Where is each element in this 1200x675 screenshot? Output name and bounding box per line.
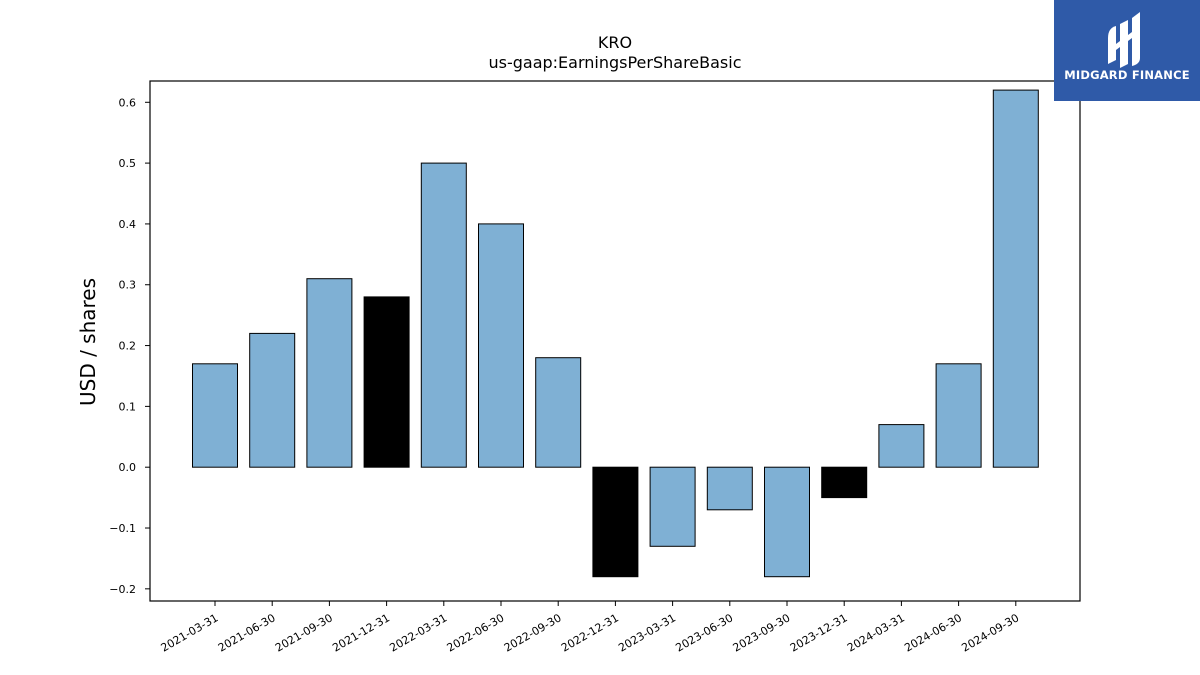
y-tick-label: −0.2 xyxy=(109,583,136,596)
x-tick-label: 2023-12-31 xyxy=(788,611,850,654)
bar-2022-03-31 xyxy=(420,162,467,468)
bar-2022-09-30 xyxy=(535,357,582,468)
x-ticks-group: 2021-03-312021-06-302021-09-302021-12-31… xyxy=(159,601,1021,655)
x-tick-label: 2023-09-30 xyxy=(731,611,793,654)
chart-subtitle: us-gaap:EarningsPerShareBasic xyxy=(488,53,741,72)
y-ticks-group: −0.2 −0.1 0.0 0.1 0.2 0.3 0.4 0.5 0.6 xyxy=(109,96,150,596)
bar-2024-06-30 xyxy=(935,363,982,468)
bar-2023-06-30 xyxy=(706,466,753,511)
bar-2023-03-31 xyxy=(649,466,696,547)
x-tick-label: 2021-06-30 xyxy=(216,611,278,654)
y-tick-label: 0.3 xyxy=(119,279,137,292)
x-tick-label: 2022-12-31 xyxy=(559,611,621,654)
x-tick-label: 2024-03-31 xyxy=(845,611,907,654)
bar-2022-06-30 xyxy=(478,223,524,468)
bars-group xyxy=(192,89,1039,578)
bar-2021-03-31 xyxy=(192,363,238,468)
bar-2023-09-30 xyxy=(764,466,810,578)
x-tick-label: 2021-03-31 xyxy=(159,611,221,654)
bar-2022-12-31 xyxy=(592,466,639,578)
x-tick-label: 2022-03-31 xyxy=(387,611,449,654)
x-tick-label: 2023-03-31 xyxy=(616,611,678,654)
y-tick-label: 0.4 xyxy=(119,218,137,231)
x-tick-label: 2022-09-30 xyxy=(502,611,564,654)
y-axis-label: USD / shares xyxy=(76,278,100,406)
x-tick-label: 2024-09-30 xyxy=(959,611,1021,654)
x-tick-label: 2024-06-30 xyxy=(902,611,964,654)
x-tick-label: 2021-09-30 xyxy=(273,611,335,654)
bar-2024-09-30 xyxy=(992,89,1039,468)
bar-2021-09-30 xyxy=(306,278,353,468)
y-tick-label: 0.5 xyxy=(119,157,137,170)
x-tick-label: 2022-06-30 xyxy=(445,611,507,654)
x-tick-label: 2023-06-30 xyxy=(673,611,735,654)
bar-2021-12-31 xyxy=(363,296,410,468)
brand-name: MIDGARD FINANCE xyxy=(1064,68,1190,82)
brand-logo: MIDGARD FINANCE xyxy=(1054,0,1200,101)
bar-2023-12-31 xyxy=(821,466,868,499)
y-tick-label: −0.1 xyxy=(109,522,136,535)
chart-title: KRO xyxy=(598,33,632,52)
bar-2021-06-30 xyxy=(249,332,296,468)
y-tick-label: 0.1 xyxy=(119,400,137,413)
y-tick-label: 0.6 xyxy=(119,96,137,109)
y-tick-label: 0.0 xyxy=(119,461,137,474)
y-tick-label: 0.2 xyxy=(119,340,137,353)
midgard-logo-icon xyxy=(1108,12,1140,68)
bar-2024-03-31 xyxy=(878,424,925,468)
x-tick-label: 2021-12-31 xyxy=(330,611,392,654)
plot-frame xyxy=(149,80,1081,602)
